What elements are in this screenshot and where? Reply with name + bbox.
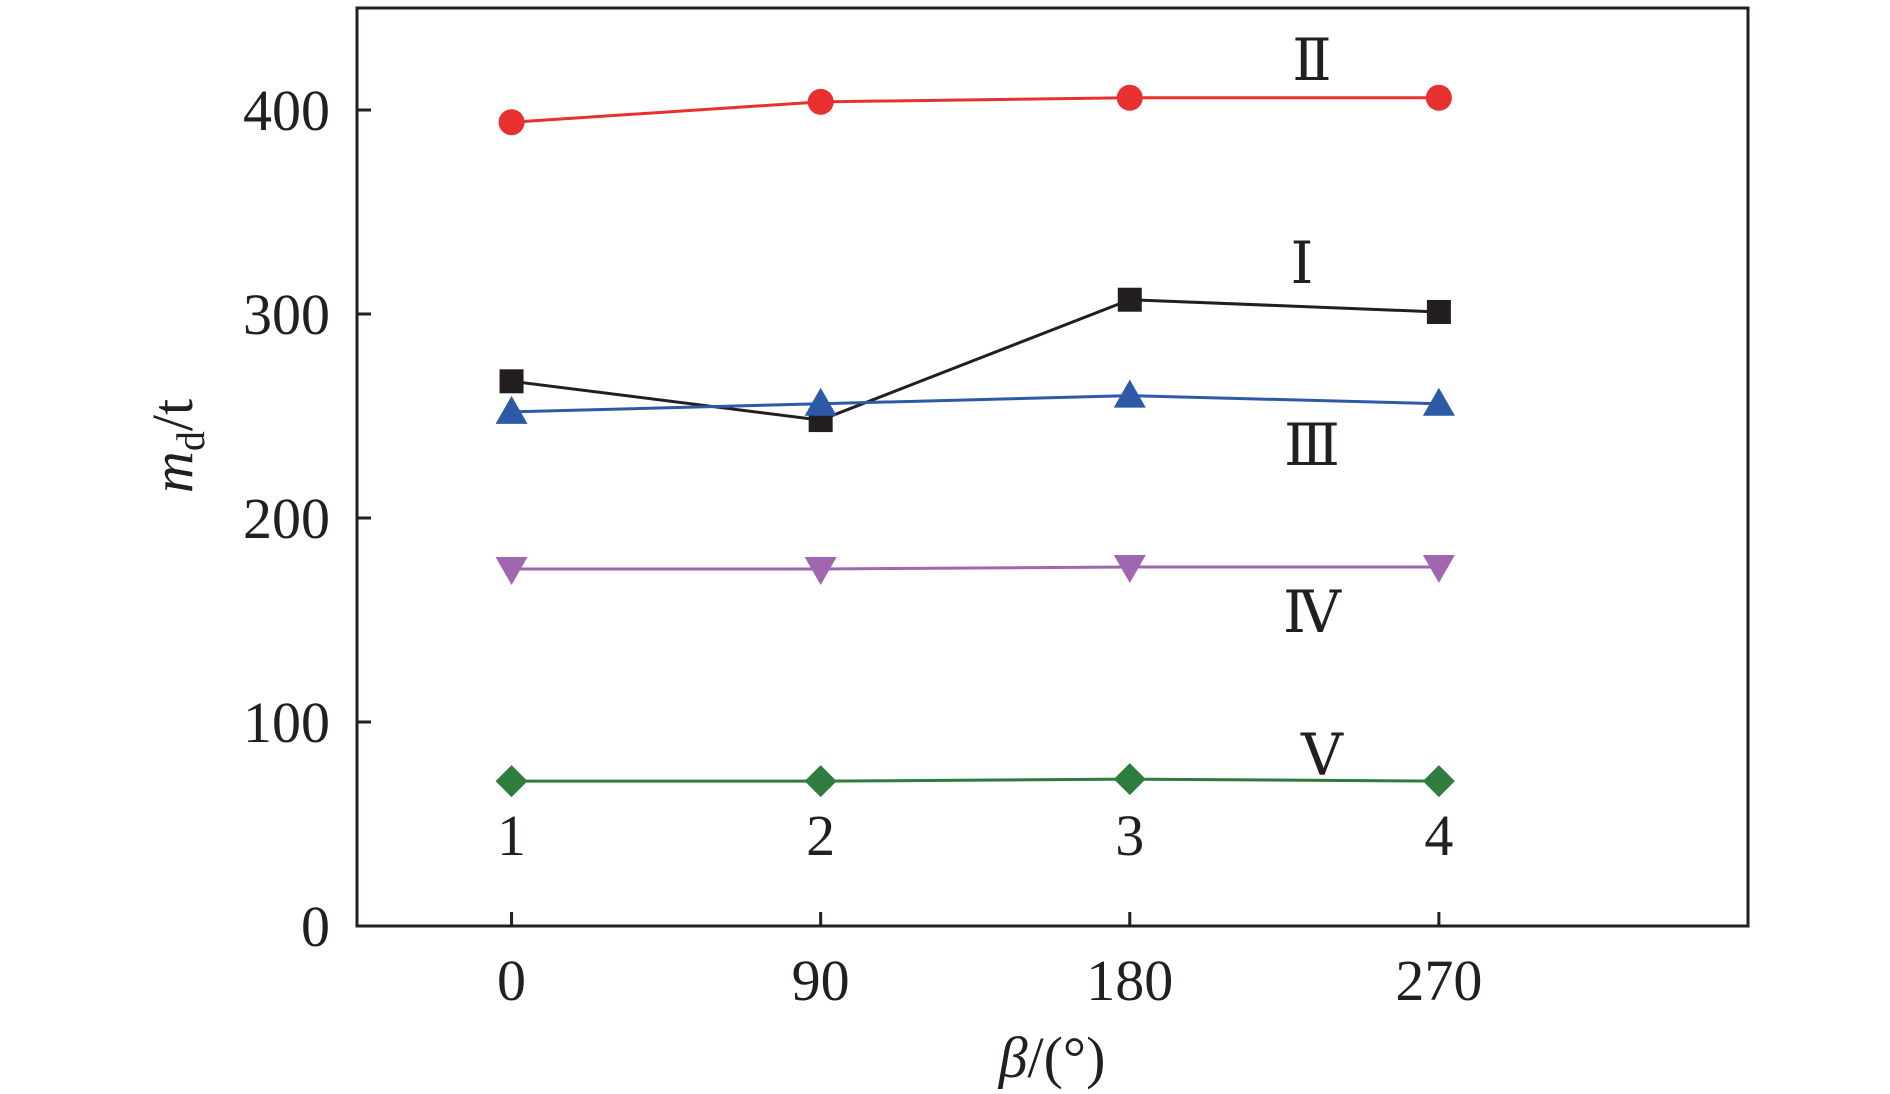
series-label: Ⅲ: [1284, 413, 1340, 478]
x-tick-label: 270: [1395, 948, 1482, 1013]
series-5: [495, 763, 1455, 798]
series-2: [499, 287, 1451, 433]
data-point: [1113, 554, 1146, 583]
y-tick-label: 0: [301, 894, 330, 959]
series-line: [511, 298, 1439, 422]
series-line: [511, 565, 1439, 571]
x-axis-title-unit: /(°): [1027, 1025, 1105, 1089]
y-tick-label: 300: [243, 282, 330, 347]
y-tick-label: 400: [243, 78, 330, 143]
series-line: [511, 777, 1439, 783]
y-axis-title-var: m: [140, 451, 205, 493]
position-label: 2: [806, 803, 835, 868]
series-1: [498, 84, 1452, 136]
y-tick-label: 200: [243, 486, 330, 551]
data-point: [498, 109, 525, 136]
y-axis-title-sub: d: [168, 431, 213, 451]
series-4: [495, 554, 1455, 585]
data-point: [1113, 379, 1146, 408]
data-point: [1116, 84, 1143, 111]
data-point: [495, 765, 528, 798]
data-point: [1422, 387, 1455, 416]
y-tick-label: 100: [243, 690, 330, 755]
data-point: [495, 557, 528, 585]
series-3: [495, 379, 1455, 424]
series-label: Ⅰ: [1291, 231, 1314, 296]
x-axis-title-var: β: [998, 1025, 1028, 1089]
data-point: [807, 88, 834, 115]
x-tick-label: 90: [792, 948, 850, 1013]
x-axis-title: β/(°): [998, 1025, 1106, 1089]
y-axis-title: md/t: [140, 399, 213, 493]
data-point: [1117, 287, 1142, 312]
data-point: [1113, 763, 1146, 796]
label-layer: 1 2 3 4 Ⅱ Ⅰ Ⅲ Ⅳ Ⅴ: [497, 28, 1453, 868]
series-label: Ⅳ: [1283, 580, 1342, 645]
axis-layer: 0 90 180 270 0 100 200 300 400 β/(°) md/t: [140, 6, 1750, 1090]
data-point: [1426, 299, 1451, 324]
series-label: Ⅴ: [1300, 723, 1344, 788]
plot-frame: [355, 6, 1750, 928]
series-label: Ⅱ: [1292, 28, 1331, 93]
data-point: [1422, 765, 1455, 798]
x-tick-label: 0: [497, 948, 526, 1013]
data-point: [1425, 84, 1452, 111]
data-point: [804, 557, 837, 585]
y-axis-title-unit: /t: [140, 399, 205, 431]
series-layer: [495, 84, 1455, 798]
data-point: [804, 387, 837, 416]
data-point: [1422, 554, 1455, 583]
position-label: 4: [1424, 803, 1453, 868]
position-label: 1: [497, 803, 526, 868]
data-point: [495, 395, 528, 424]
position-label: 3: [1115, 803, 1144, 868]
x-tick-label: 180: [1086, 948, 1173, 1013]
data-point: [499, 369, 524, 394]
series-line: [511, 394, 1439, 414]
series-line: [511, 96, 1439, 124]
data-point: [804, 765, 837, 798]
